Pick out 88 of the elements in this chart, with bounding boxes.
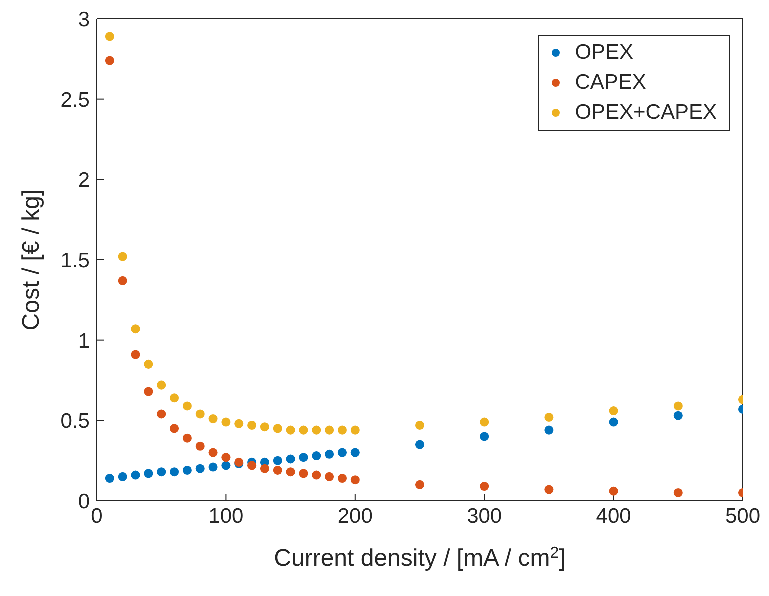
point: [350, 426, 360, 435]
point: [105, 56, 114, 66]
point: [544, 426, 554, 435]
x-tick-label: 400: [596, 504, 632, 528]
y-tick-label: 0: [78, 490, 90, 514]
point: [234, 419, 244, 428]
legend-label: OPEX+CAPEX: [575, 100, 717, 126]
point: [144, 360, 154, 369]
point: [325, 472, 334, 482]
point: [248, 461, 257, 470]
point: [299, 426, 308, 435]
point: [105, 474, 114, 484]
point: [480, 418, 490, 427]
point: [260, 422, 270, 432]
point: [157, 410, 166, 419]
point: [196, 410, 205, 419]
point: [480, 432, 490, 442]
point: [674, 402, 683, 411]
point: [609, 406, 618, 416]
point: [544, 485, 554, 494]
point: [609, 486, 618, 496]
point: [196, 442, 205, 451]
point: [170, 424, 180, 434]
point: [325, 426, 334, 435]
point: [338, 474, 347, 484]
point: [415, 420, 425, 430]
point: [415, 440, 425, 450]
point: [286, 468, 296, 477]
point: [208, 414, 218, 424]
point: [170, 394, 180, 403]
point: [118, 472, 128, 482]
point: [131, 470, 140, 480]
point: [325, 450, 334, 459]
y-tick-label: 1.5: [60, 249, 90, 272]
point: [222, 418, 231, 427]
point: [338, 448, 347, 458]
legend-label: OPEX: [575, 40, 634, 66]
point: [609, 418, 618, 427]
y-tick-label: 0.5: [60, 410, 90, 434]
point: [118, 276, 128, 286]
point: [544, 412, 554, 422]
x-axis-title: Current density / [mA / cm$^{2}$]: [274, 544, 566, 572]
point: [131, 324, 140, 334]
point: [208, 448, 218, 458]
point: [350, 476, 360, 485]
point: [286, 426, 296, 435]
point: [182, 466, 192, 475]
y-tick-label: 1: [78, 330, 90, 353]
point: [222, 453, 231, 462]
point: [480, 482, 490, 492]
point: [674, 411, 683, 420]
point: [118, 252, 128, 262]
x-tick-label: 500: [725, 504, 761, 528]
x-tick-label: 100: [208, 504, 244, 528]
point: [286, 454, 296, 464]
point: [312, 470, 322, 480]
point: [105, 32, 114, 42]
y-axis-title: Cost / [€ / kg]: [18, 189, 45, 331]
point: [196, 464, 205, 474]
point: [312, 452, 322, 461]
point: [208, 462, 218, 472]
point: [260, 464, 270, 474]
y-tick-label: 3: [78, 8, 90, 32]
legend-label: CAPEX: [575, 70, 646, 96]
point: [674, 488, 683, 498]
point: [273, 466, 282, 475]
point: [131, 350, 140, 360]
point: [350, 448, 360, 458]
y-tick-label: 2: [78, 169, 90, 192]
x-tick-label: 300: [467, 504, 502, 528]
point: [182, 402, 192, 411]
point: [170, 468, 180, 477]
point: [299, 453, 308, 462]
point: [273, 424, 282, 434]
point: [338, 426, 347, 435]
point: [144, 387, 154, 396]
point: [144, 469, 154, 478]
point: [415, 480, 425, 490]
point: [182, 434, 192, 443]
x-tick-label: 200: [338, 504, 373, 528]
y-tick-label: 2.5: [60, 88, 90, 112]
point: [312, 426, 322, 435]
point: [299, 469, 308, 478]
point: [273, 456, 282, 466]
point: [157, 468, 166, 477]
point: [157, 380, 166, 390]
point: [222, 461, 231, 470]
point: [248, 420, 257, 430]
